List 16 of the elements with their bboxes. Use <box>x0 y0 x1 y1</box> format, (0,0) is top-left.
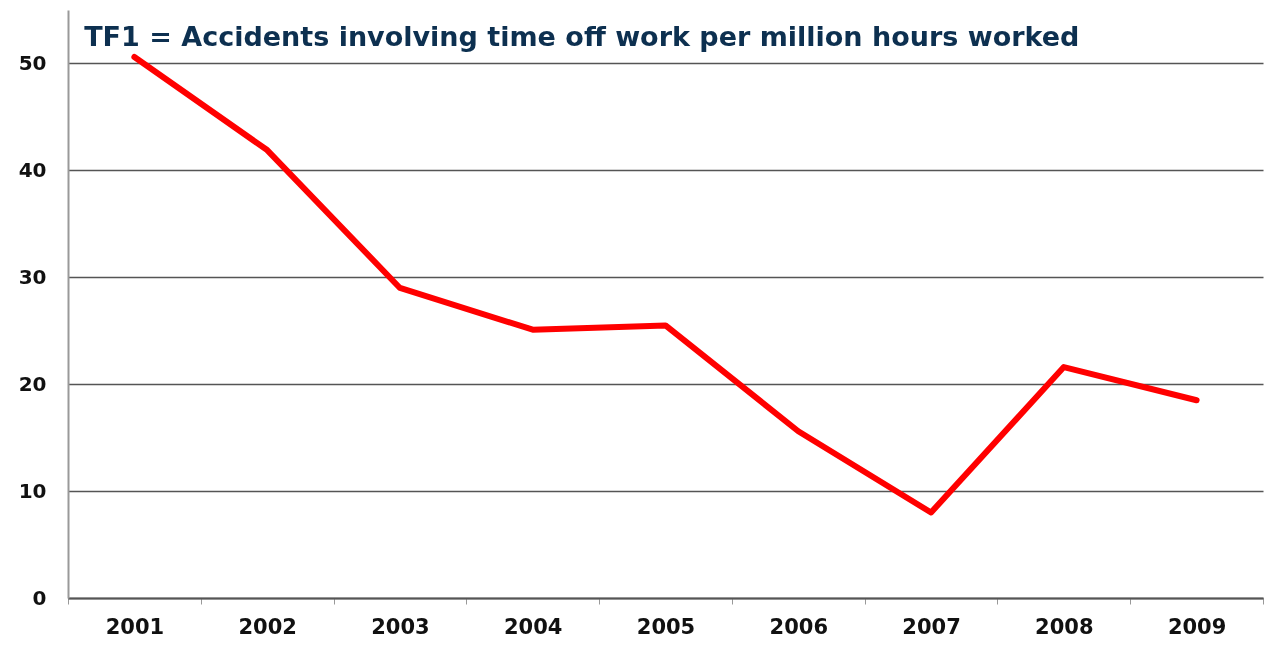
x-tick-label: 2001 <box>105 614 165 639</box>
y-tick-label: 30 <box>18 264 47 289</box>
x-tick-label: 2002 <box>238 614 297 639</box>
y-tick-label: 10 <box>18 478 47 503</box>
x-tick-label: 2003 <box>371 614 430 639</box>
x-tick-label: 2009 <box>1167 614 1227 639</box>
x-tick-label: 2007 <box>902 614 961 639</box>
x-tick-label: 2005 <box>636 614 696 639</box>
x-tick-label: 2006 <box>769 614 828 639</box>
x-tick-label: 2004 <box>504 614 563 639</box>
x-tick-label: 2008 <box>1035 614 1094 639</box>
y-tick-label: 40 <box>18 157 47 182</box>
y-tick-label: 20 <box>18 371 47 396</box>
chart-title: TF1 = Accidents involving time off work per million hours worked <box>84 21 1080 52</box>
y-tick-label: 0 <box>32 585 47 610</box>
y-tick-label: 50 <box>18 50 47 75</box>
